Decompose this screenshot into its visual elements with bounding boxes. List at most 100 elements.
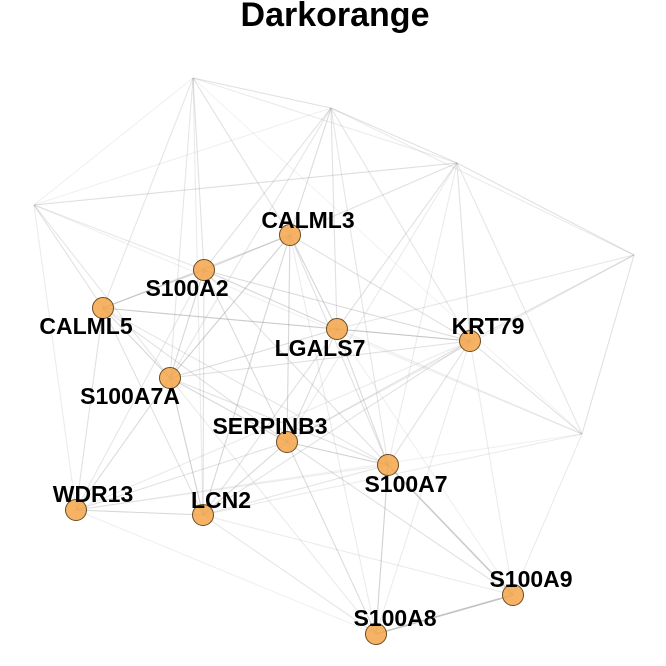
edge-LCN2-u_topleft xyxy=(192,77,204,516)
chart-title: Darkorange xyxy=(241,0,430,34)
node-s100a7 xyxy=(377,454,399,476)
edge-u_topcenter-u_farright xyxy=(330,107,635,256)
edge-WDR13-KRT79 xyxy=(75,340,471,511)
node-label-krt79: KRT79 xyxy=(452,313,525,339)
edge-S100A2-u_left xyxy=(33,204,205,271)
edge-u_topcenter-u_left xyxy=(33,107,332,206)
edge-u_bottomright-u_topleft xyxy=(192,77,583,435)
edge-u_topcenter-u_righttop xyxy=(330,107,458,164)
edge-WDR13-CALML5 xyxy=(75,307,104,511)
edge-S100A8-WDR13 xyxy=(75,509,377,635)
edge-S100A7-S100A7A xyxy=(169,377,389,466)
edge-S100A7-LCN2 xyxy=(202,464,389,516)
edge-CALML3-KRT79 xyxy=(289,234,471,342)
edge-KRT79-u_bottomright xyxy=(469,340,583,435)
node-label-s100a2: S100A2 xyxy=(145,275,228,301)
edge-S100A7-KRT79 xyxy=(387,340,471,466)
edge-KRT79-u_topcenter xyxy=(330,107,471,342)
edge-S100A7-WDR13 xyxy=(75,464,389,511)
edge-WDR13-S100A7A xyxy=(75,377,171,511)
edge-LGALS7-u_bottomright xyxy=(336,328,583,435)
edge-S100A8-KRT79 xyxy=(375,340,471,635)
node-lcn2 xyxy=(192,504,214,526)
node-s100a9 xyxy=(502,584,524,606)
edge-S100A9-LCN2 xyxy=(202,514,514,596)
node-wdr13 xyxy=(65,499,87,521)
node-label-lgals7: LGALS7 xyxy=(275,335,366,361)
node-layer xyxy=(65,224,524,645)
edge-S100A7-LGALS7 xyxy=(336,328,389,466)
edge-CALML5-KRT79 xyxy=(102,307,471,342)
edge-CALML5-u_left xyxy=(33,204,104,309)
edge-S100A2-LGALS7 xyxy=(203,269,338,330)
edge-LCN2-KRT79 xyxy=(202,340,471,516)
edge-CALML3-u_topcenter xyxy=(289,107,332,236)
edge-LGALS7-u_righttop xyxy=(336,162,458,330)
edge-LGALS7-KRT79 xyxy=(336,328,471,342)
edge-S100A9-LGALS7 xyxy=(336,328,514,596)
edge-S100A7A-u_topcenter xyxy=(169,107,332,379)
edge-S100A7A-S100A2 xyxy=(169,269,205,379)
edge-WDR13-S100A2 xyxy=(75,269,205,511)
edge-S100A7-u_righttop xyxy=(387,162,458,466)
edge-S100A7A-KRT79 xyxy=(169,340,471,379)
node-label-wdr13: WDR13 xyxy=(53,481,134,507)
node-label-s100a8: S100A8 xyxy=(353,605,436,631)
edge-u_left-u_bottomright xyxy=(33,204,583,435)
edge-SERPINB3-CALML3 xyxy=(286,234,291,443)
edge-S100A7-SERPINB3 xyxy=(286,441,389,466)
edge-SERPINB3-CALML5 xyxy=(102,307,288,443)
edge-SERPINB3-KRT79 xyxy=(286,340,471,443)
edge-S100A9-u_bottomright xyxy=(512,433,583,596)
edge-S100A8-S100A7A xyxy=(169,377,377,635)
edge-u_farright-u_bottomright xyxy=(581,254,635,435)
node-s100a8 xyxy=(365,623,387,645)
node-calml3 xyxy=(279,224,301,246)
edge-S100A2-u_topleft xyxy=(192,77,205,271)
node-label-calml5: CALML5 xyxy=(39,313,132,339)
edge-KRT79-u_righttop xyxy=(456,162,471,342)
node-label-lcn2: LCN2 xyxy=(191,487,251,513)
edge-S100A7A-u_left xyxy=(33,204,171,379)
edge-S100A7A-u_topleft xyxy=(169,77,194,379)
node-krt79 xyxy=(459,330,481,352)
edge-LGALS7-u_topcenter xyxy=(330,107,338,330)
edge-S100A8-LCN2 xyxy=(202,514,377,635)
node-label-serpinb3: SERPINB3 xyxy=(212,413,327,439)
edge-S100A7-u_topcenter xyxy=(330,107,389,466)
edge-LGALS7-u_farright xyxy=(336,254,635,330)
edge-S100A7A-CALML3 xyxy=(169,234,291,379)
edge-CALML5-S100A7 xyxy=(102,307,389,466)
node-label-s100a7: S100A7 xyxy=(364,471,447,497)
edge-KRT79-u_farright xyxy=(469,254,635,342)
edge-LCN2-S100A2 xyxy=(202,269,205,516)
edge-S100A7-CALML3 xyxy=(289,234,389,466)
edge-SERPINB3-WDR13 xyxy=(75,441,288,511)
edge-S100A8-S100A7 xyxy=(375,464,389,635)
edge-CALML5-S100A2 xyxy=(102,269,205,309)
edge-S100A9-S100A7 xyxy=(387,464,514,596)
edge-u_topleft-u_righttop xyxy=(192,77,458,164)
node-label-s100a9: S100A9 xyxy=(489,566,572,592)
node-s100a7a xyxy=(159,367,181,389)
node-s100a2 xyxy=(193,259,215,281)
edge-S100A9-S100A8 xyxy=(375,594,514,635)
edge-S100A7-S100A2 xyxy=(203,269,389,466)
edge-S100A9-SERPINB3 xyxy=(286,441,514,596)
edge-S100A8-CALML3 xyxy=(289,234,377,635)
node-label-s100a7a: S100A7A xyxy=(80,383,180,409)
edge-S100A2-u_topcenter xyxy=(203,107,332,271)
edge-WDR13-u_left xyxy=(33,204,77,511)
edge-CALML3-LGALS7 xyxy=(289,234,338,330)
node-calml5 xyxy=(92,297,114,319)
edge-S100A2-KRT79 xyxy=(203,269,471,342)
edge-S100A8-SERPINB3 xyxy=(286,441,377,635)
edge-S100A9-KRT79 xyxy=(469,340,514,596)
edge-u_topleft-u_left xyxy=(33,77,194,206)
edge-SERPINB3-LGALS7 xyxy=(286,328,338,443)
edge-S100A2-CALML3 xyxy=(203,234,291,271)
edge-LCN2-CALML5 xyxy=(102,307,204,516)
edge-LCN2-CALML3 xyxy=(202,234,291,516)
edge-CALML3-u_righttop xyxy=(289,162,458,236)
edge-LCN2-S100A7A xyxy=(169,377,204,516)
